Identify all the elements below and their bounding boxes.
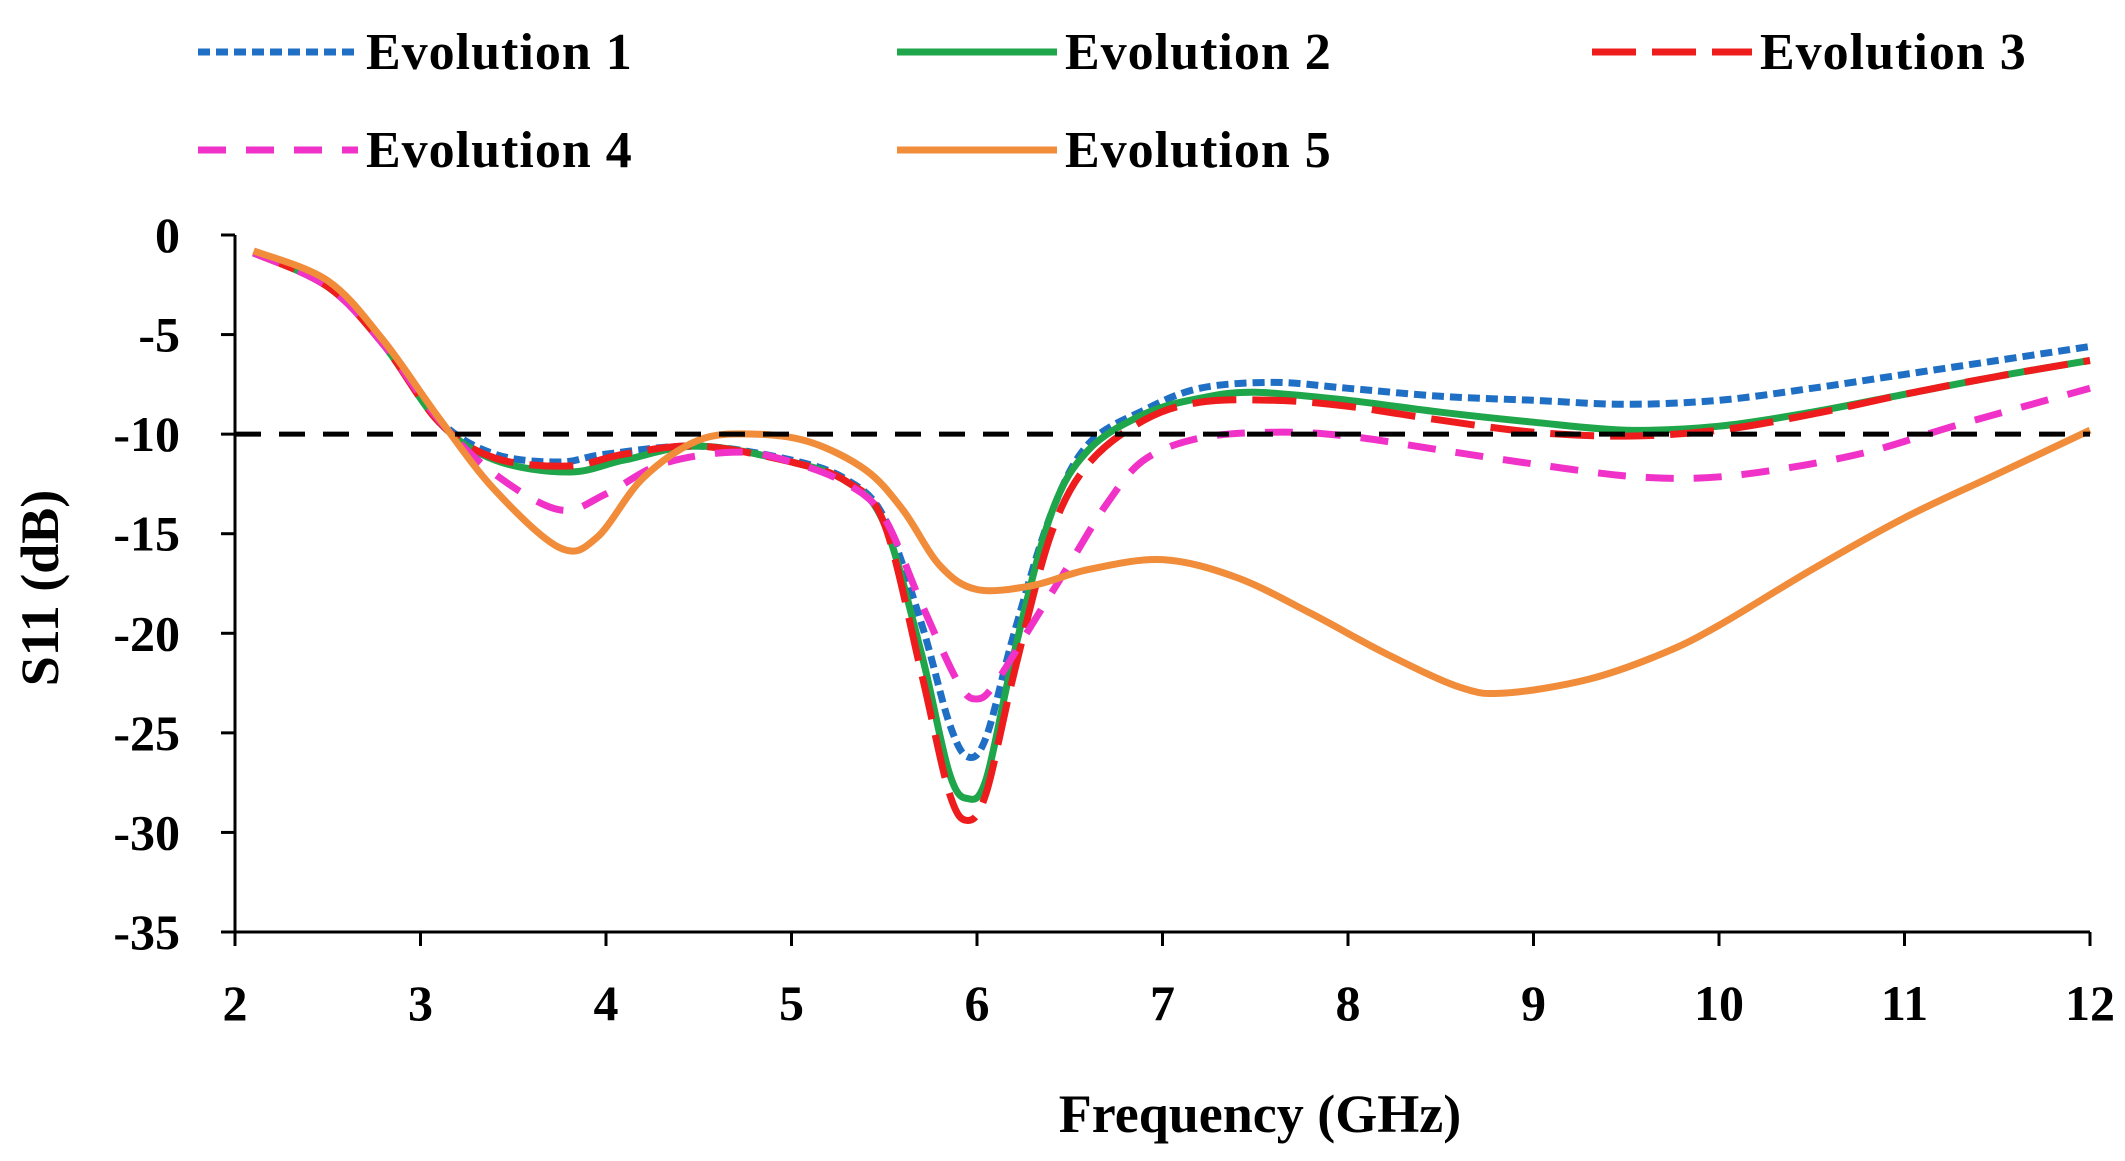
series-line-evolution-1: [252, 249, 2091, 762]
axes: 2 3 4 5 6 7 8 9 10 11 12 0 -5 -10 -15 -20 -25 -30 -35: [113, 207, 2115, 1031]
x-tick-label: 12: [2065, 975, 2115, 1031]
x-tick-label: 2: [223, 975, 248, 1031]
y-tick-label: -5: [138, 307, 180, 363]
legend-label-evolution-3: Evolution 3: [1760, 24, 2027, 81]
y-tick-label: 0: [155, 207, 180, 263]
y-tick-label: -30: [113, 804, 180, 860]
x-tick-label: 4: [594, 975, 619, 1031]
series-line-evolution-2: [252, 249, 2091, 803]
y-tick-label: -25: [113, 705, 180, 761]
x-tick-label: 5: [779, 975, 804, 1031]
y-axis-title: S11 (dB): [10, 490, 70, 687]
legend-label-evolution-4: Evolution 4: [366, 122, 633, 179]
x-tick-label: 10: [1694, 975, 1744, 1031]
series-layer: [235, 247, 2092, 824]
x-axis-title: Frequency (GHz): [1059, 1084, 1461, 1144]
y-tick-label: -15: [113, 506, 180, 562]
x-tick-label: 6: [965, 975, 990, 1031]
x-tick-label: 3: [408, 975, 433, 1031]
x-tick-label: 9: [1521, 975, 1546, 1031]
y-tick-label: -20: [113, 605, 180, 661]
legend-label-evolution-5: Evolution 5: [1065, 122, 1332, 179]
x-tick-label: 7: [1150, 975, 1175, 1031]
x-tick-label: 11: [1881, 975, 1928, 1031]
legend-label-evolution-1: Evolution 1: [366, 24, 633, 81]
x-tick-label: 8: [1336, 975, 1361, 1031]
series-line-evolution-5: [252, 247, 2092, 698]
series-line-evolution-4: [252, 249, 2091, 703]
series-line-evolution-3: [252, 249, 2091, 824]
y-tick-label: -35: [113, 904, 180, 960]
legend-label-evolution-2: Evolution 2: [1065, 24, 1332, 81]
y-tick-label: -10: [113, 406, 180, 462]
legend: Evolution 1 Evolution 2 Evolution 3 Evoluti…: [198, 24, 2027, 179]
